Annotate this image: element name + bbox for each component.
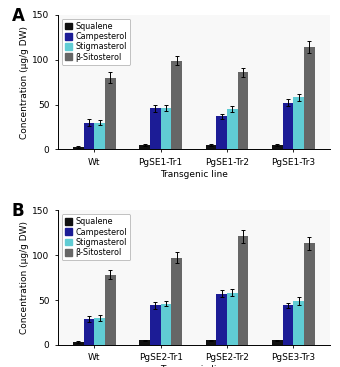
Bar <box>216 294 227 345</box>
Bar <box>304 47 314 149</box>
Bar <box>171 258 182 345</box>
Bar <box>150 108 160 149</box>
Bar <box>94 123 105 149</box>
Bar <box>73 147 84 149</box>
Bar <box>238 236 248 345</box>
Bar <box>105 275 116 345</box>
Bar <box>160 304 171 345</box>
Bar <box>216 116 227 149</box>
Legend: Squalene, Campesterol, Stigmasterol, β-Sitosterol: Squalene, Campesterol, Stigmasterol, β-S… <box>62 214 130 260</box>
Bar <box>84 123 94 149</box>
Bar <box>105 77 116 149</box>
Bar <box>283 103 293 149</box>
Bar <box>272 341 283 345</box>
Bar <box>304 243 314 345</box>
Bar <box>293 301 304 345</box>
Bar <box>272 145 283 149</box>
Bar <box>150 305 160 345</box>
Bar <box>283 305 293 345</box>
Y-axis label: Concentration (μg/g DW): Concentration (μg/g DW) <box>20 26 30 139</box>
Bar <box>171 61 182 149</box>
Bar <box>227 293 238 345</box>
X-axis label: Transgenic line: Transgenic line <box>160 365 228 367</box>
Y-axis label: Concentration (μg/g DW): Concentration (μg/g DW) <box>20 221 30 334</box>
Bar <box>84 319 94 345</box>
Bar <box>293 97 304 149</box>
Text: A: A <box>12 7 24 25</box>
Bar <box>139 145 150 149</box>
X-axis label: Transgenic line: Transgenic line <box>160 170 228 179</box>
Bar <box>227 109 238 149</box>
Legend: Squalene, Campesterol, Stigmasterol, β-Sitosterol: Squalene, Campesterol, Stigmasterol, β-S… <box>62 19 130 65</box>
Bar <box>238 72 248 149</box>
Bar <box>94 318 105 345</box>
Bar <box>73 342 84 345</box>
Bar <box>206 341 216 345</box>
Bar <box>206 145 216 149</box>
Text: B: B <box>12 202 24 220</box>
Bar <box>160 108 171 149</box>
Bar <box>139 341 150 345</box>
